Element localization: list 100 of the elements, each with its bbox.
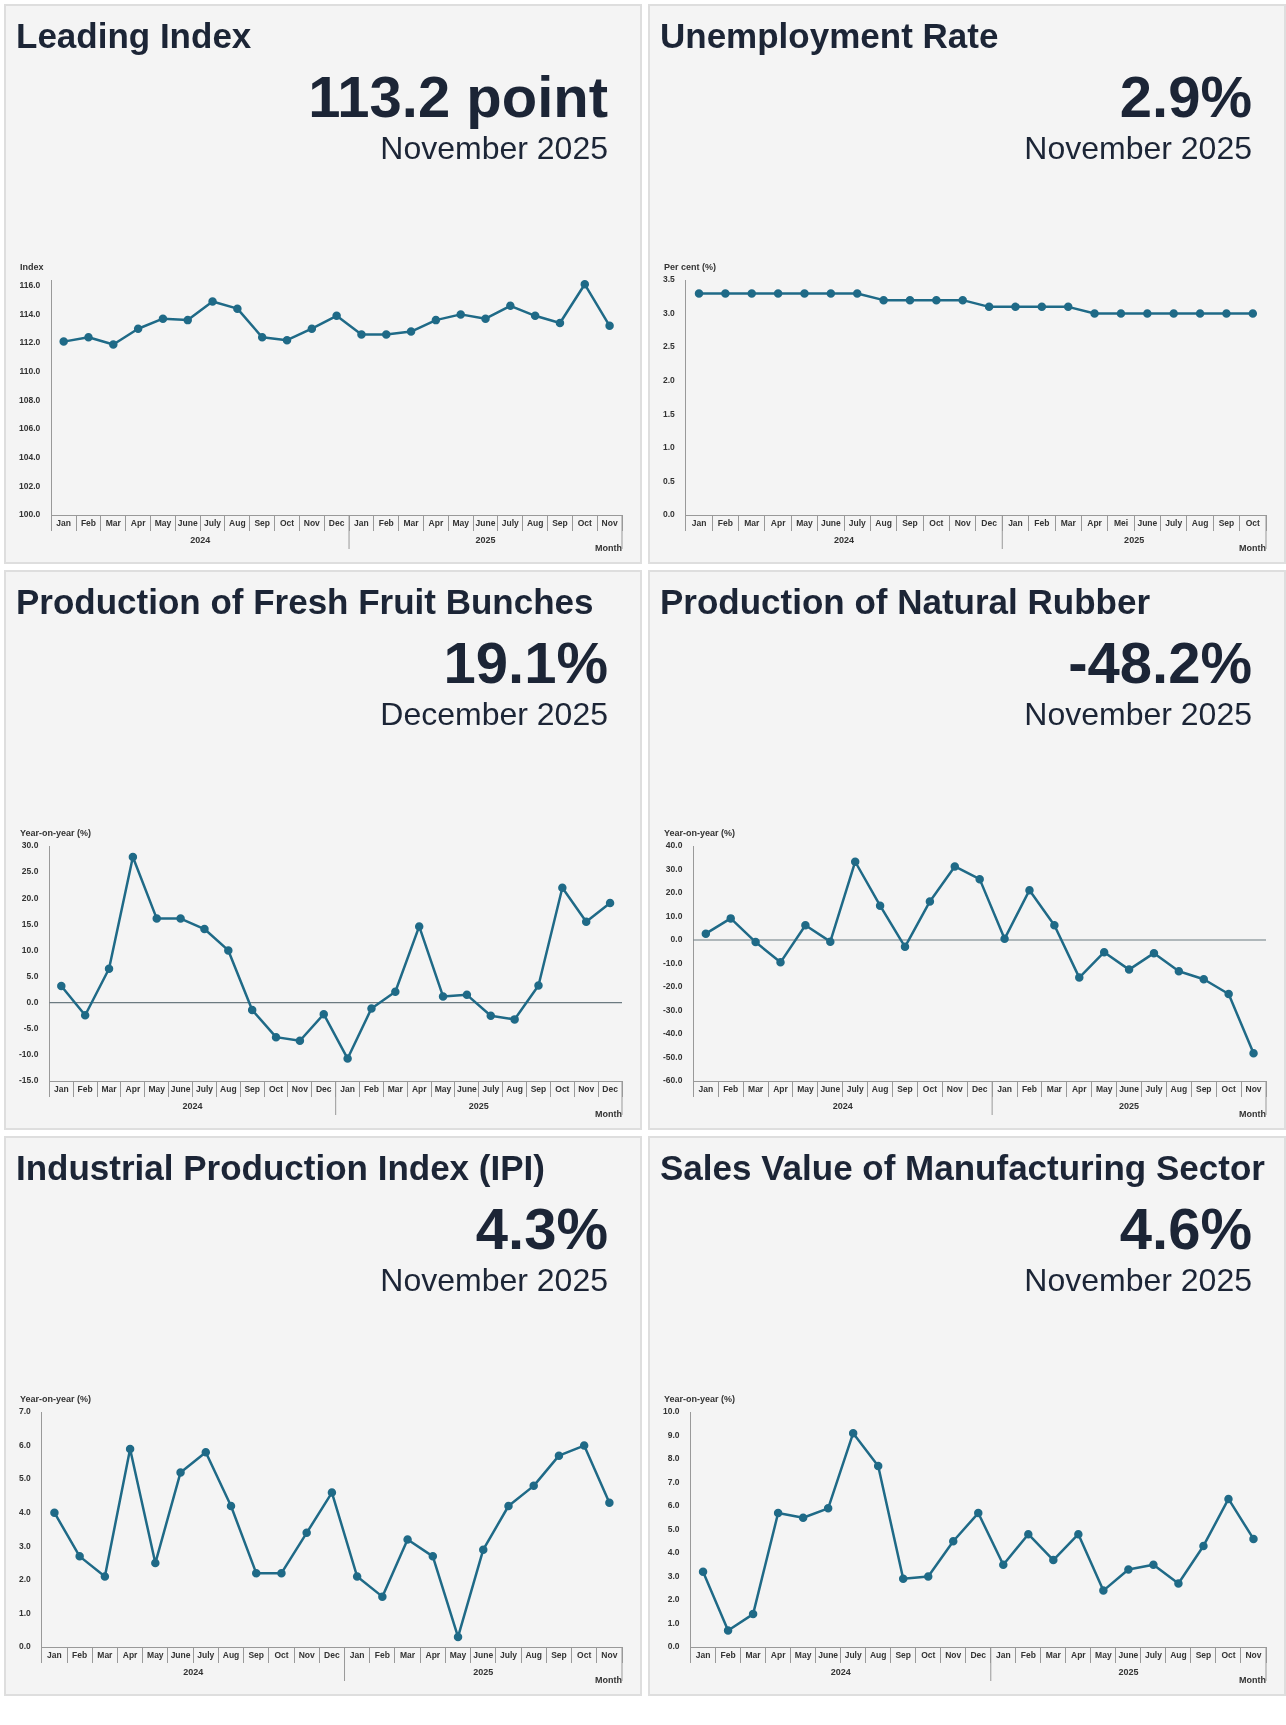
point <box>605 321 614 331</box>
y-tick-label: 30.0 <box>21 840 39 851</box>
point <box>975 874 984 884</box>
y-tick-label: 20.0 <box>21 892 39 903</box>
x-tick-label: Jan <box>691 518 707 529</box>
point <box>580 280 590 289</box>
y-tick-label: 1.0 <box>667 1617 680 1628</box>
point <box>357 330 366 339</box>
text: December 2025 <box>379 696 609 734</box>
x-tick-label: Jan <box>995 1650 1011 1661</box>
x-tick-label: June <box>177 518 198 529</box>
x-tick-label: June <box>1137 518 1158 529</box>
x-tick-label: June <box>820 518 842 529</box>
x-tick-label: Apr <box>770 1650 787 1661</box>
y-tick-label: 6.0 <box>18 1439 32 1450</box>
y-axis-title: Year-on-year (%) <box>664 827 736 838</box>
x-tick-label: July <box>197 1650 215 1661</box>
x-tick-label: Sep <box>248 1650 265 1661</box>
x-tick-label: Nov <box>954 518 972 529</box>
point <box>605 1498 614 1507</box>
x-tick-label: Jan <box>53 1084 69 1095</box>
x-tick-label: July <box>482 1084 500 1095</box>
point <box>529 1481 538 1491</box>
point <box>151 1558 160 1568</box>
point <box>80 1010 90 1020</box>
x-tick-label: Apr <box>1071 1650 1087 1661</box>
point <box>898 1574 908 1584</box>
x-tick-label: May <box>452 518 470 529</box>
text: 2025 <box>475 534 496 545</box>
x-tick-label: Nov <box>1245 1084 1262 1095</box>
x-tick-label: Feb <box>723 1084 739 1095</box>
y-tick-label: 2.0 <box>667 1594 680 1605</box>
x-tick-label: Mar <box>101 1084 118 1095</box>
x-tick-label: June <box>818 1650 839 1661</box>
y-tick-label: 114.0 <box>19 308 41 319</box>
point <box>925 897 935 906</box>
text: 2025 <box>1118 1666 1139 1677</box>
x-tick-label: Aug <box>506 1084 523 1095</box>
x-tick-label: Sep <box>530 1084 547 1095</box>
text: 2024 <box>834 534 855 545</box>
x-tick-label: Nov <box>601 1650 618 1661</box>
x-tick-label: Aug <box>525 1650 542 1661</box>
x-tick-label: July <box>848 518 867 529</box>
point <box>257 333 267 342</box>
point <box>984 302 994 312</box>
text: 2025 <box>473 1666 494 1677</box>
y-axis-title: Index <box>20 261 44 272</box>
x-tick-label: July <box>204 518 222 529</box>
x-tick-label: Mar <box>105 518 122 529</box>
chart-title: Production of Natural Rubber <box>660 581 1151 623</box>
x-tick-label: Apr <box>122 1650 139 1661</box>
x-tick-label: Oct <box>279 518 295 529</box>
x-tick-label: Jan <box>349 1650 365 1661</box>
text: November 2025 <box>379 1262 609 1300</box>
point <box>1000 934 1009 944</box>
point <box>776 958 785 967</box>
point <box>579 1441 589 1450</box>
x-tick-label: May <box>154 518 172 529</box>
point <box>104 964 114 973</box>
x-tick-label: Sep <box>902 518 918 529</box>
x-tick-label: Dec <box>602 1084 619 1095</box>
chart-subtitle: 19.1% <box>442 629 609 697</box>
x-tick-label: Mar <box>387 1084 404 1095</box>
point <box>504 1501 513 1511</box>
point <box>100 1572 110 1581</box>
y-tick-label: 40.0 <box>665 840 683 851</box>
y-tick-label: 110.0 <box>19 366 41 377</box>
x-tick-label: Nov <box>298 1650 315 1661</box>
point <box>1063 302 1073 312</box>
y-tick-label: -20.0 <box>663 981 683 992</box>
x-tick-label: July <box>501 518 520 529</box>
y-tick-label: 9.0 <box>667 1429 680 1440</box>
y-tick-label: 106.0 <box>18 423 41 434</box>
x-tick-label: Aug <box>526 518 544 529</box>
y-tick-label: 2.0 <box>662 375 676 386</box>
chart-subtitle: 4.3% <box>474 1195 609 1263</box>
x-tick-label: Sep <box>1195 1084 1212 1095</box>
point <box>57 981 66 991</box>
text: 2024 <box>190 534 211 545</box>
x-tick-label: Jan <box>56 518 72 529</box>
y-tick-label: -10.0 <box>19 1049 39 1060</box>
y-tick-label: 0.0 <box>26 997 39 1008</box>
x-tick-label: Oct <box>577 518 593 529</box>
point <box>1195 309 1205 318</box>
point <box>558 883 567 893</box>
x-tick-label: Mar <box>1060 518 1077 529</box>
x-tick-label: Mar <box>403 518 420 529</box>
y-tick-label: 6.0 <box>667 1500 680 1511</box>
point <box>479 1545 488 1554</box>
y-tick-label: 116.0 <box>19 280 41 291</box>
point <box>801 920 810 930</box>
x-tick-label: May <box>148 1084 166 1095</box>
x-axis-title: Month <box>1239 1675 1266 1686</box>
point <box>319 1009 329 1019</box>
point <box>50 1508 59 1517</box>
chart-subtitle: 113.2 point <box>307 63 609 131</box>
point <box>950 862 960 871</box>
point <box>1050 920 1059 930</box>
point <box>1174 1579 1183 1588</box>
y-tick-label: -5.0 <box>23 1023 39 1034</box>
